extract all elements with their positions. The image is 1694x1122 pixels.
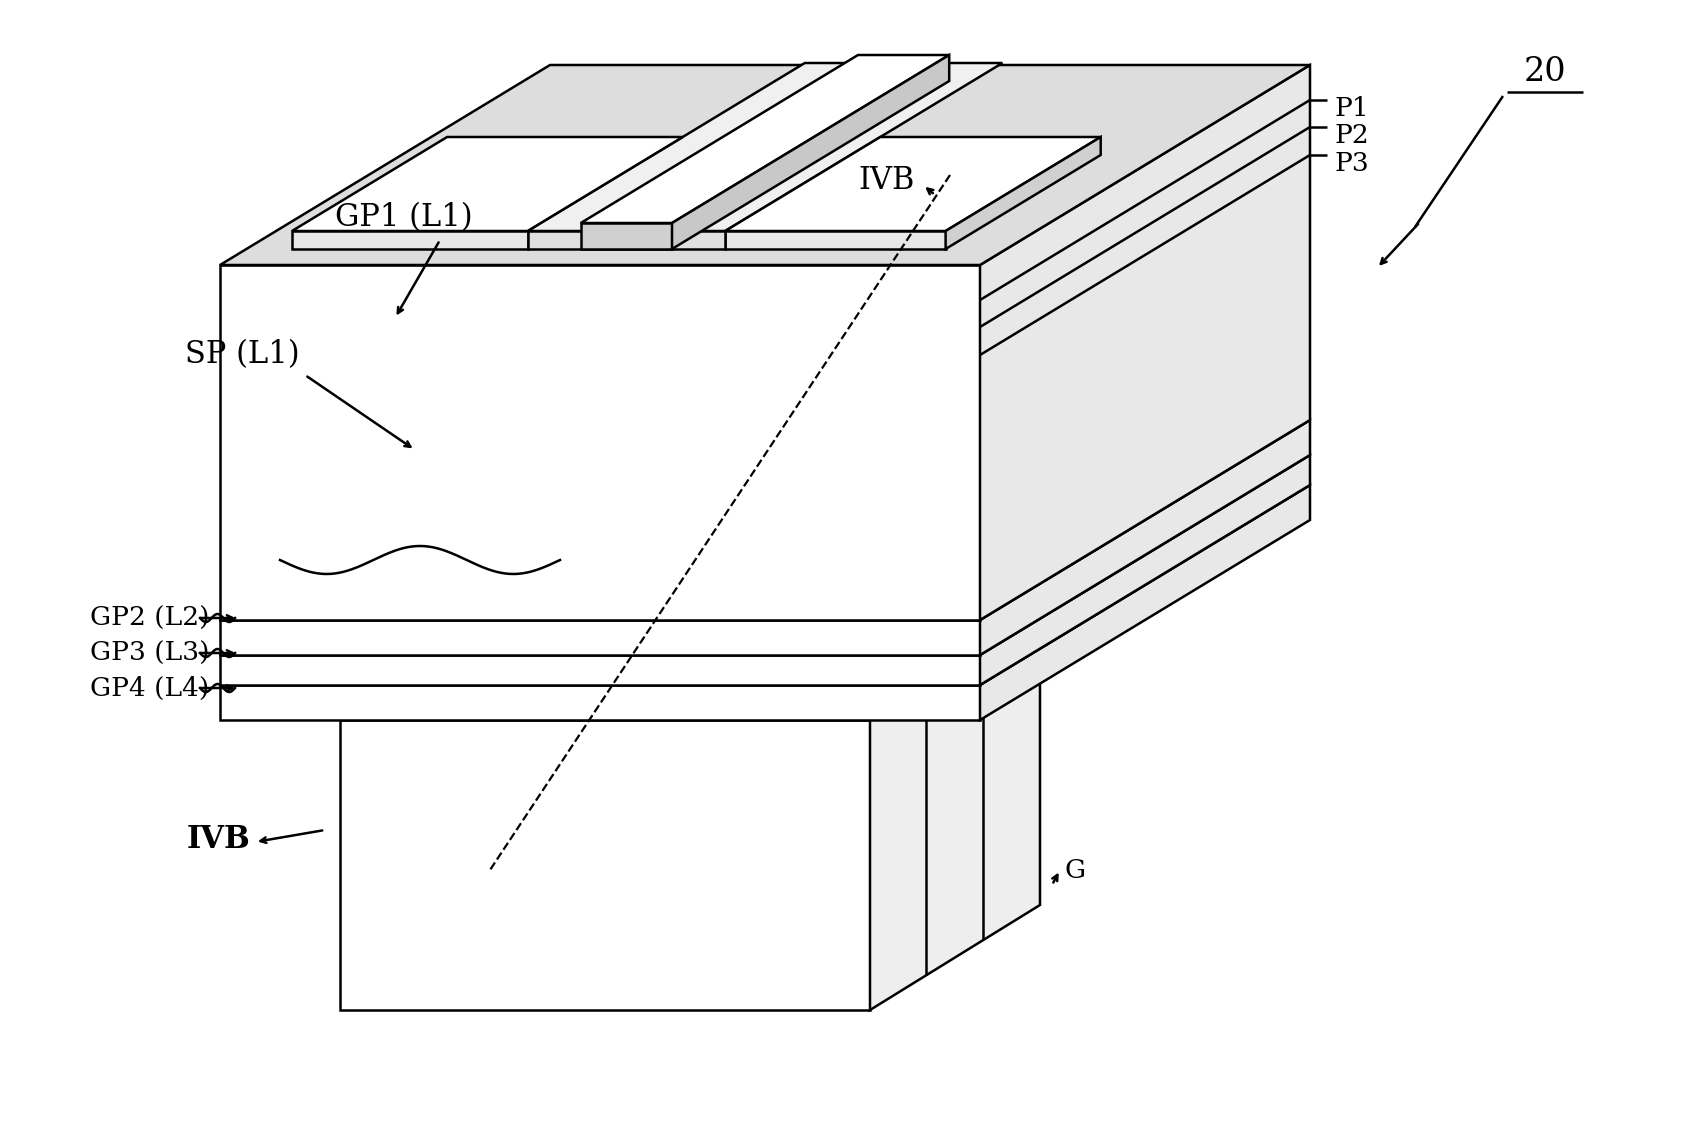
Polygon shape (981, 485, 1309, 720)
Polygon shape (981, 65, 1309, 620)
Text: IVB: IVB (186, 825, 251, 855)
Polygon shape (220, 456, 1309, 655)
Polygon shape (725, 137, 1101, 231)
Text: SP (L1): SP (L1) (185, 340, 300, 370)
Polygon shape (527, 231, 725, 249)
Text: GP3 (L3): GP3 (L3) (90, 641, 210, 665)
Text: G: G (1066, 857, 1086, 883)
Polygon shape (291, 231, 527, 249)
Polygon shape (220, 655, 981, 686)
Polygon shape (220, 65, 1309, 265)
Polygon shape (220, 620, 981, 655)
Text: GP1 (L1): GP1 (L1) (335, 202, 473, 233)
Text: IVB: IVB (859, 165, 915, 195)
Text: GP2 (L2): GP2 (L2) (90, 606, 210, 631)
Polygon shape (527, 63, 1003, 231)
Text: P3: P3 (1335, 150, 1370, 175)
Polygon shape (340, 720, 871, 1010)
Polygon shape (220, 265, 981, 620)
Polygon shape (220, 686, 981, 720)
Text: P1: P1 (1335, 95, 1370, 120)
Polygon shape (981, 420, 1309, 655)
Polygon shape (581, 55, 949, 223)
Polygon shape (581, 223, 673, 249)
Polygon shape (871, 615, 1040, 1010)
Polygon shape (220, 420, 1309, 620)
Polygon shape (291, 137, 683, 231)
Polygon shape (945, 137, 1101, 249)
Polygon shape (981, 456, 1309, 686)
Polygon shape (725, 231, 945, 249)
Polygon shape (340, 615, 1040, 720)
Text: GP4 (L4): GP4 (L4) (90, 675, 210, 700)
Text: P2: P2 (1335, 122, 1370, 147)
Text: 20: 20 (1523, 56, 1567, 88)
Polygon shape (220, 485, 1309, 686)
Polygon shape (673, 55, 949, 249)
